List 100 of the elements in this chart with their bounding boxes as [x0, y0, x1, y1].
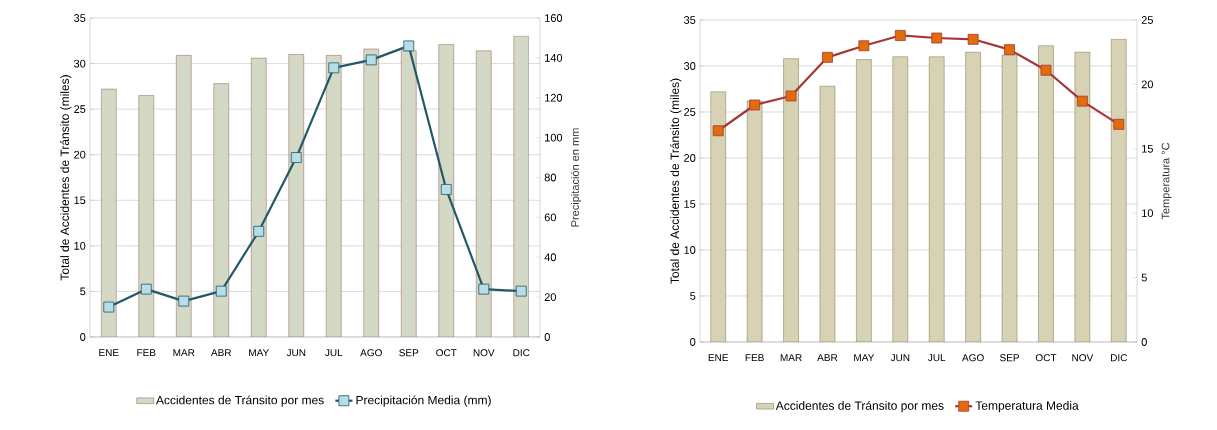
- y-tick-label: 30: [684, 62, 696, 70]
- x-tick-label: ABR: [211, 349, 232, 357]
- bar: [213, 83, 229, 337]
- point: [365, 54, 377, 66]
- y2-tick-label: 140: [545, 53, 563, 62]
- y2-tick-label: 25: [1141, 16, 1153, 24]
- bar: [929, 56, 945, 342]
- bar: [176, 55, 192, 337]
- x-tick-label: OCT: [436, 349, 457, 357]
- point: [1076, 95, 1088, 107]
- x-tick-label: ENE: [708, 354, 729, 362]
- bar: [783, 58, 799, 342]
- bar: [1038, 45, 1054, 342]
- bar: [138, 95, 154, 337]
- x-tick-label: JUL: [325, 349, 343, 357]
- x-tick-label: SEP: [999, 354, 1020, 362]
- point: [253, 225, 265, 237]
- y2-tick-label: 40: [544, 253, 556, 262]
- point: [403, 40, 415, 52]
- x-tick-label: ABR: [817, 354, 838, 362]
- y-tick-label: 35: [74, 14, 86, 22]
- y-tick-label: 5: [80, 287, 86, 296]
- bar: [476, 50, 492, 337]
- y2-axis-title: Temperatura °C: [1161, 142, 1172, 220]
- y2-tick-label: 60: [544, 213, 556, 222]
- x-tick-label: SEP: [399, 349, 419, 357]
- x-tick-label: MAY: [249, 349, 270, 357]
- bar: [856, 59, 872, 342]
- bar: [326, 55, 342, 337]
- y2-tick-label: 160: [545, 14, 563, 22]
- point: [328, 62, 340, 74]
- x-tick-label: JUN: [286, 349, 306, 357]
- y2-tick-label: 120: [545, 93, 563, 102]
- legend-label: Accidentes de Tránsito por mes: [155, 395, 324, 407]
- point: [140, 283, 152, 295]
- x-tick-label: OCT: [1035, 354, 1057, 362]
- point: [822, 51, 833, 63]
- point: [785, 90, 797, 102]
- y-tick-label: 15: [684, 200, 696, 208]
- bar: [965, 51, 981, 342]
- y-tick-label: 15: [74, 196, 86, 205]
- bar: [1111, 39, 1127, 342]
- y2-tick-label: 100: [545, 133, 563, 142]
- bar: [1074, 51, 1091, 342]
- point: [967, 33, 979, 45]
- point: [749, 99, 761, 111]
- y2-axis-title: Precipitación en mm: [570, 128, 582, 227]
- y2-tick-label: 10: [1142, 209, 1153, 218]
- point: [931, 32, 943, 44]
- x-tick-label: MAR: [780, 354, 802, 362]
- x-tick-label: JUN: [890, 354, 910, 362]
- y-axis-title: Total de Accidentes de Tránsito (miles): [60, 75, 72, 281]
- point: [1040, 64, 1052, 76]
- point: [440, 184, 452, 195]
- y2-tick-label: 15: [1142, 144, 1153, 153]
- y-tick-label: 10: [684, 246, 696, 254]
- bar: [710, 91, 726, 342]
- bar: [401, 50, 417, 337]
- y2-tick-label: 20: [544, 293, 556, 302]
- x-tick-label: JUL: [927, 354, 946, 362]
- x-tick-label: AGO: [962, 354, 984, 362]
- bar: [288, 54, 304, 337]
- y-tick-label: 30: [74, 59, 86, 68]
- y-tick-label: 20: [684, 154, 696, 162]
- bar: [101, 88, 117, 337]
- y2-tick-label: 0: [1141, 338, 1147, 346]
- y-axis-title: Total de Accidentes de Tránsito (miles): [670, 78, 682, 284]
- point: [1004, 44, 1015, 56]
- x-tick-label: NOV: [1072, 354, 1094, 362]
- bar: [892, 56, 908, 342]
- legend-label: Accidentes de Tránsito por mes: [775, 400, 944, 413]
- bar: [363, 48, 379, 337]
- y-tick-label: 5: [690, 292, 696, 300]
- point: [1113, 118, 1125, 130]
- bar: [438, 44, 454, 337]
- point: [894, 30, 906, 41]
- bar: [251, 57, 267, 337]
- y-tick-label: 10: [74, 241, 86, 250]
- x-tick-label: DIC: [1111, 354, 1128, 362]
- y-tick-label: 0: [690, 338, 696, 346]
- point: [215, 285, 227, 297]
- point: [858, 40, 870, 52]
- bar: [513, 36, 529, 337]
- y2-tick-label: 80: [544, 173, 556, 182]
- y2-tick-label: 0: [544, 333, 550, 341]
- x-tick-label: NOV: [473, 349, 495, 357]
- point: [103, 301, 115, 313]
- x-tick-label: ENE: [99, 349, 119, 357]
- y-tick-label: 0: [80, 333, 86, 341]
- point: [478, 283, 490, 295]
- point: [515, 285, 527, 297]
- y2-tick-label: 20: [1141, 80, 1153, 89]
- y-tick-label: 25: [74, 105, 86, 114]
- x-tick-label: AGO: [360, 349, 382, 357]
- x-tick-label: FEB: [745, 354, 764, 362]
- x-tick-label: MAY: [854, 354, 875, 362]
- y-tick-label: 35: [684, 16, 696, 24]
- x-tick-label: DIC: [513, 349, 530, 357]
- point: [178, 295, 190, 307]
- y-tick-label: 25: [684, 108, 696, 116]
